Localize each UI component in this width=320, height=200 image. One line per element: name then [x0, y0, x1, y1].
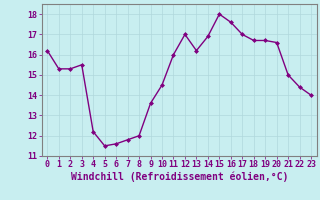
X-axis label: Windchill (Refroidissement éolien,°C): Windchill (Refroidissement éolien,°C) — [70, 172, 288, 182]
